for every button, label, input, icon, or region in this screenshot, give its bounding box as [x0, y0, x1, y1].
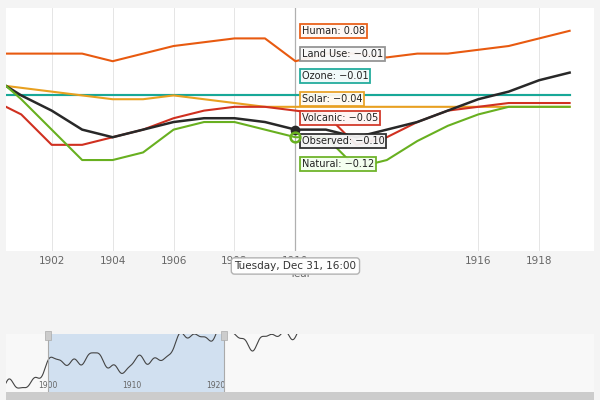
Text: Tuesday, Dec 31, 16:00: Tuesday, Dec 31, 16:00: [235, 261, 356, 271]
Bar: [48, 334, 224, 392]
Bar: [221, 331, 227, 340]
X-axis label: Year: Year: [289, 269, 311, 279]
Bar: [45, 331, 51, 340]
Bar: [6, 392, 594, 400]
Text: Volcanic: −0.05: Volcanic: −0.05: [302, 113, 378, 123]
Text: 1910: 1910: [122, 381, 142, 390]
Text: Natural: −0.12: Natural: −0.12: [302, 159, 374, 169]
Text: Ozone: −0.01: Ozone: −0.01: [302, 72, 368, 82]
Text: Observed: −0.10: Observed: −0.10: [302, 136, 384, 146]
Text: Human: 0.08: Human: 0.08: [302, 26, 365, 36]
Text: Solar: −0.04: Solar: −0.04: [302, 94, 362, 104]
Text: Land Use: −0.01: Land Use: −0.01: [302, 49, 383, 59]
Text: 1920: 1920: [206, 381, 226, 390]
Text: 1900: 1900: [38, 381, 58, 390]
